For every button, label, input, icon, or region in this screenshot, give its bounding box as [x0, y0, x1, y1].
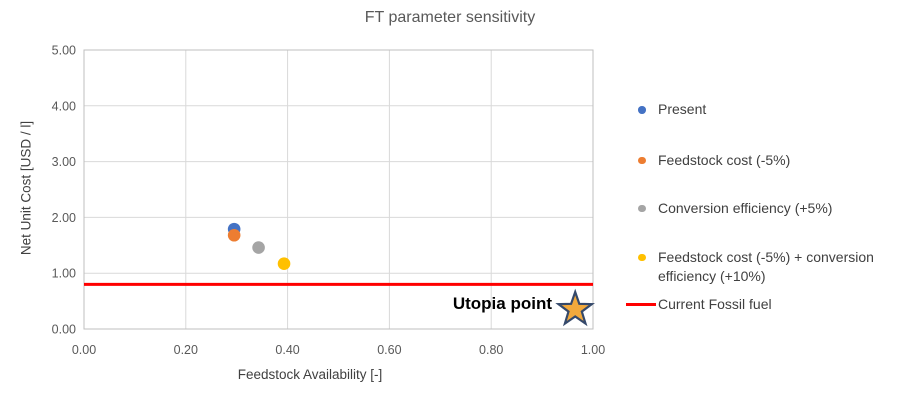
x-tick-label: 0.80: [479, 343, 503, 357]
x-tick-label: 0.00: [72, 343, 96, 357]
x-tick-label: 0.40: [275, 343, 299, 357]
y-tick-label: 5.00: [52, 44, 76, 58]
plot-border: [83, 49, 594, 330]
y-tick-label: 3.00: [52, 155, 76, 169]
y-tick-label: 0.00: [52, 323, 76, 337]
utopia-star-icon: [555, 288, 595, 327]
x-tick-label: 1.00: [581, 343, 605, 357]
x-tick-label: 0.60: [377, 343, 401, 357]
data-point-feedstock-cost-5-conversion-efficiency-10: [277, 257, 291, 271]
chart-title: FT parameter sensitivity: [364, 9, 536, 26]
x-axis-title: Feedstock Availability [-]: [237, 367, 383, 382]
data-point-conversion-efficiency-5: [252, 241, 265, 254]
y-tick-label: 2.00: [52, 211, 76, 225]
x-tick-label: 0.20: [174, 343, 198, 357]
utopia-point-label: Utopia point: [452, 294, 552, 313]
data-point-feedstock-cost-5: [227, 228, 241, 242]
y-tick-label: 4.00: [52, 99, 76, 113]
y-tick-label: 1.00: [52, 267, 76, 281]
